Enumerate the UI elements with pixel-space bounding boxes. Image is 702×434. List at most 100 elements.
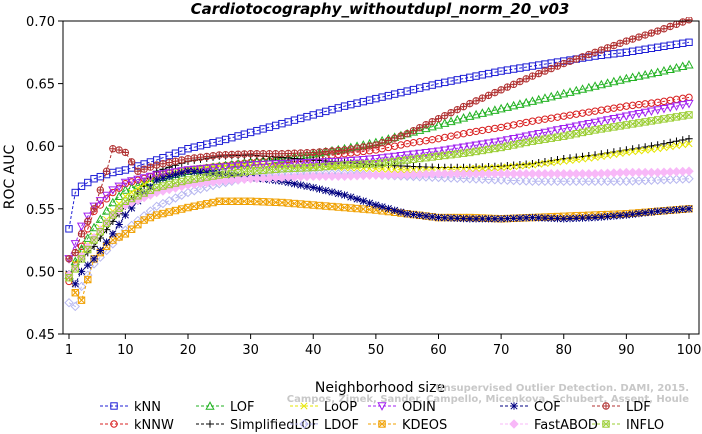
data-point-loop bbox=[466, 165, 474, 173]
data-point-cof bbox=[441, 214, 449, 222]
data-point-loop bbox=[503, 163, 511, 171]
series-line-loop bbox=[68, 143, 690, 275]
data-point-kdeos bbox=[109, 236, 117, 244]
data-point-odin bbox=[283, 159, 293, 169]
data-point-odin bbox=[615, 113, 625, 123]
legend-marker-odin bbox=[377, 402, 387, 411]
data-point-lof bbox=[609, 76, 619, 86]
data-point-odin bbox=[515, 133, 525, 143]
data-point-simplifiedlof bbox=[660, 139, 668, 148]
data-point-ldf bbox=[196, 153, 205, 161]
data-point-loop bbox=[459, 165, 468, 173]
data-point-odin bbox=[308, 158, 318, 168]
data-point-fastabod bbox=[515, 169, 525, 179]
data-point-ldf bbox=[578, 53, 587, 61]
data-point-kdeos bbox=[284, 199, 292, 207]
data-point-loop bbox=[685, 140, 693, 148]
data-point-odin bbox=[465, 142, 475, 152]
data-point-loop bbox=[660, 144, 668, 152]
data-point-knn bbox=[246, 128, 255, 137]
data-point-cof bbox=[378, 203, 386, 211]
data-point-ldf bbox=[221, 151, 230, 159]
data-point-lof bbox=[471, 109, 481, 119]
legend-item-kdeos: KDEOS bbox=[368, 418, 447, 433]
data-point-simplifiedlof bbox=[653, 141, 662, 149]
x-tick-label: 100 bbox=[677, 343, 702, 358]
series-line-inflo bbox=[68, 114, 690, 278]
data-point-cof bbox=[184, 167, 192, 175]
data-point-odin bbox=[496, 137, 506, 147]
data-point-ldf bbox=[585, 50, 593, 59]
data-point-simplifiedlof bbox=[679, 136, 687, 144]
data-point-fastabod bbox=[433, 169, 444, 179]
data-point-odin bbox=[458, 143, 469, 153]
data-point-knn bbox=[334, 104, 342, 112]
data-point-ldof bbox=[508, 175, 519, 186]
data-point-lof bbox=[565, 87, 575, 96]
data-point-fastabod bbox=[383, 170, 394, 180]
legend-item-lof: LOF bbox=[196, 400, 255, 415]
data-point-odin bbox=[390, 152, 400, 162]
data-point-cof bbox=[660, 207, 668, 215]
data-point-ldof bbox=[465, 174, 475, 184]
data-point-ldof bbox=[164, 196, 174, 206]
data-point-ldof bbox=[527, 176, 538, 186]
data-point-ldf bbox=[384, 136, 393, 145]
data-point-loop bbox=[553, 158, 562, 166]
data-point-ldf bbox=[422, 120, 430, 129]
data-point-ldf bbox=[322, 147, 330, 156]
data-point-lof bbox=[126, 182, 137, 192]
data-point-odin bbox=[621, 112, 632, 122]
data-point-ldf bbox=[190, 154, 198, 162]
data-point-cof bbox=[290, 180, 299, 188]
data-point-ldof bbox=[64, 297, 74, 308]
data-point-inflo bbox=[102, 219, 111, 228]
data-point-cof bbox=[121, 211, 130, 219]
data-point-simplifiedlof bbox=[685, 134, 693, 143]
data-point-loop bbox=[547, 159, 555, 167]
credit-line-2: Campos, Zimek, Sander, Campello, Micenko… bbox=[287, 394, 689, 405]
chart-title: Cardiotocography_withoutdupl_norm_20_v03 bbox=[191, 0, 570, 18]
x-tick-label: 90 bbox=[618, 343, 635, 358]
data-point-cof bbox=[603, 212, 612, 221]
data-point-ldf bbox=[428, 117, 436, 126]
series-line-odin bbox=[68, 103, 690, 260]
data-point-odin bbox=[408, 150, 419, 160]
y-tick-label: 0.70 bbox=[26, 15, 55, 30]
data-point-knn bbox=[165, 151, 173, 160]
data-point-ldf bbox=[603, 44, 612, 52]
data-point-ldof bbox=[684, 174, 694, 184]
data-point-cof bbox=[566, 214, 574, 223]
data-point-cof bbox=[491, 215, 499, 223]
x-tick-label: 70 bbox=[493, 343, 510, 358]
legend-item-ldof: LDOF bbox=[290, 418, 359, 433]
data-point-odin bbox=[227, 162, 237, 172]
data-point-cof bbox=[115, 220, 123, 229]
data-point-ldf bbox=[547, 64, 555, 73]
data-point-loop bbox=[409, 166, 417, 174]
data-point-ldof bbox=[590, 176, 600, 186]
data-point-loop bbox=[672, 142, 681, 150]
data-point-loop bbox=[378, 165, 386, 173]
data-point-lof bbox=[496, 103, 506, 113]
data-point-odin bbox=[271, 160, 281, 169]
data-point-loop bbox=[585, 154, 593, 162]
data-point-kdeos bbox=[77, 296, 86, 304]
data-point-lof bbox=[427, 121, 437, 131]
data-point-knn bbox=[77, 182, 86, 190]
data-point-odin bbox=[195, 165, 206, 174]
data-point-odin bbox=[433, 147, 444, 157]
data-point-odin bbox=[302, 159, 312, 168]
data-point-cof bbox=[127, 204, 136, 212]
data-point-lof bbox=[590, 81, 600, 90]
data-point-kdeos bbox=[71, 288, 79, 297]
data-point-odin bbox=[678, 101, 688, 110]
data-point-odin bbox=[671, 102, 682, 111]
data-point-knn bbox=[397, 88, 405, 97]
data-point-simplifiedlof bbox=[672, 137, 681, 145]
data-point-ldf bbox=[290, 149, 299, 157]
data-point-odin bbox=[139, 174, 149, 183]
x-tick-label: 30 bbox=[242, 343, 259, 358]
data-point-fastabod bbox=[496, 169, 506, 179]
x-tick-label: 1 bbox=[65, 343, 73, 358]
